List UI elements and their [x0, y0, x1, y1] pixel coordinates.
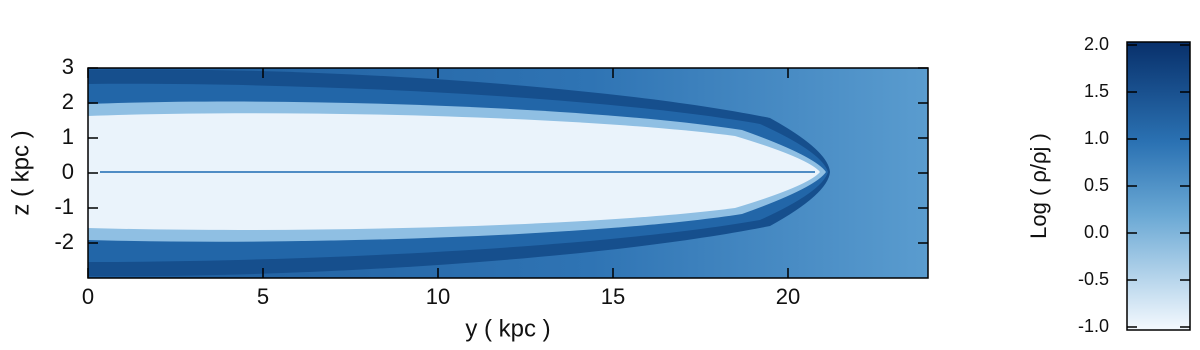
x-tick-label: 5	[257, 284, 269, 309]
y-tick-label: 0	[62, 159, 74, 184]
colorbar-tick-label: -1.0	[1078, 316, 1109, 336]
colorbar-tick-label: 2.0	[1084, 34, 1109, 54]
colorbar-tick-label: -0.5	[1078, 269, 1109, 289]
y-axis-label: z ( kpc )	[7, 130, 34, 215]
y-tick-label: -1	[54, 194, 74, 219]
y-tick-label: 1	[62, 124, 74, 149]
density-map	[88, 68, 928, 278]
x-tick-label: 15	[601, 284, 625, 309]
x-axis-label: y ( kpc )	[465, 315, 550, 342]
x-tick-label: 0	[82, 284, 94, 309]
colorbar-tick-label: 0.5	[1084, 175, 1109, 195]
y-tick-label: 3	[62, 54, 74, 79]
colorbar	[1126, 41, 1191, 331]
colorbar-label: Log ( ρ/ρj )	[1026, 133, 1051, 239]
x-tick-label: 20	[776, 284, 800, 309]
y-tick-label: 2	[62, 89, 74, 114]
y-tick-label: -2	[54, 229, 74, 254]
x-tick-label: 10	[426, 284, 450, 309]
colorbar-tick-label: 0.0	[1084, 222, 1109, 242]
colorbar-tick-label: 1.5	[1084, 81, 1109, 101]
colorbar-tick-label: 1.0	[1084, 128, 1109, 148]
